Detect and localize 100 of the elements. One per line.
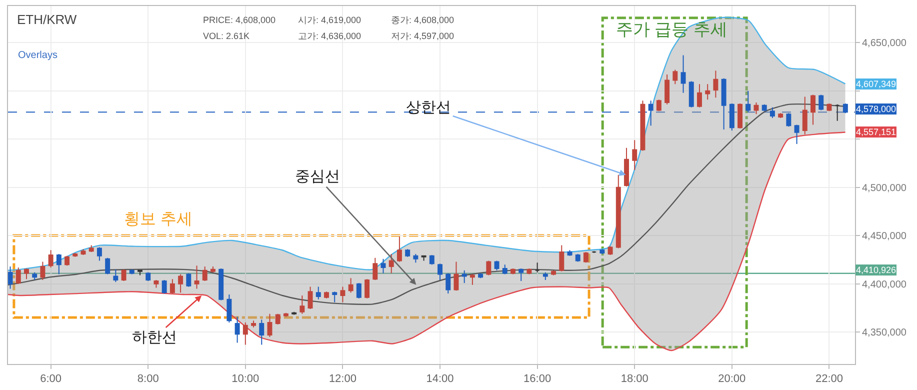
candlestick: [640, 100, 646, 152]
candlestick: [413, 253, 418, 264]
ref-line-label: 4,578,000: [856, 104, 896, 114]
y-tick-label: 4,400,000: [862, 279, 907, 290]
candlestick: [170, 278, 175, 294]
y-tick-label: 4,500,000: [862, 182, 907, 194]
candlestick: [502, 264, 508, 275]
candlestick: [24, 268, 29, 280]
candlestick: [624, 147, 629, 187]
candlestick: [356, 282, 362, 299]
candlestick: [121, 268, 126, 282]
x-tick-label: 18:00: [620, 373, 648, 386]
y-tick-label: 4,350,000: [862, 328, 907, 339]
annotation: 고가: 4,636,000: [298, 31, 362, 41]
candlestick: [470, 274, 475, 286]
candlestick: [575, 253, 580, 262]
candlestick: [8, 266, 13, 290]
candlestick: [16, 267, 21, 284]
candlestick: [632, 140, 638, 171]
candlestick: [202, 266, 208, 282]
candlestick: [802, 96, 808, 135]
candlestick: [275, 313, 280, 325]
candlestick: [429, 254, 434, 266]
candlestick: [688, 80, 694, 108]
y-tick-label: 4,650,000: [862, 38, 907, 50]
annotation: VOL: 2.61K: [203, 31, 250, 41]
annotation: 4,557,151: [856, 127, 896, 137]
candlestick: [80, 248, 86, 256]
text: ETH/KRW: [17, 12, 78, 27]
candlestick: [754, 102, 759, 115]
candlestick: [616, 174, 621, 249]
x-tick-label: 8:00: [137, 373, 159, 386]
candlestick: [713, 70, 718, 98]
candlestick: [372, 257, 378, 281]
candlestick: [454, 261, 459, 292]
annotation: 횡보 추세: [124, 211, 192, 228]
candlestick: [834, 104, 840, 122]
candlestick: [186, 272, 192, 288]
candlestick: [534, 262, 540, 273]
ref-line-label: 4,410,926: [856, 265, 896, 275]
candlestick: [672, 69, 678, 85]
candlestick: [348, 278, 354, 294]
candlestick: [826, 102, 832, 112]
candlestick: [664, 74, 670, 105]
x-tick-label: 16:00: [524, 373, 552, 386]
y-tick-label: 4,450,000: [862, 231, 907, 242]
candlestick: [218, 268, 224, 301]
x-tick-label: 14:00: [426, 373, 454, 386]
candlestick: [292, 311, 297, 316]
line-series: [8, 16, 846, 271]
candlestick: [405, 248, 410, 258]
candlestick: [396, 236, 402, 262]
candlestick: [234, 316, 240, 344]
candlestick: [267, 313, 272, 338]
candlestick: [178, 274, 184, 294]
candlestick: [794, 124, 800, 144]
candlestick: [705, 84, 710, 100]
candlestick: [680, 54, 686, 94]
candlestick: [210, 266, 216, 273]
candlestick: [696, 84, 702, 108]
candlestick: [462, 270, 467, 284]
candlestick: [283, 312, 288, 318]
x-tick-label: 22:00: [815, 373, 843, 386]
candlestick: [486, 260, 492, 276]
annotation: 주가 급등 추세: [616, 20, 728, 39]
candlestick: [721, 78, 726, 130]
candlestick: [567, 250, 572, 256]
candlestick: [242, 322, 248, 346]
candlestick: [259, 319, 264, 346]
candlestick: [324, 291, 329, 299]
x-tick-label: 20:00: [718, 373, 746, 386]
candlestick: [592, 250, 597, 254]
annotation: 저가: 4,597,000: [391, 31, 454, 41]
candlestick: [162, 280, 167, 294]
candlestick: [542, 272, 548, 281]
candlestick: [72, 252, 78, 258]
annotation: 중심선: [295, 168, 340, 185]
candlestick: [332, 291, 338, 303]
candlestick: [300, 294, 305, 314]
candlestick: [583, 252, 588, 264]
candlestick: [421, 255, 426, 262]
candlestick: [388, 253, 394, 274]
candlestick: [96, 246, 102, 262]
annotation: Overlays: [18, 50, 58, 61]
candlestick: [510, 268, 516, 275]
candlestick: [608, 246, 613, 256]
candlestick: [138, 270, 142, 276]
annotation: 상한선: [406, 99, 451, 116]
annotation: PRICE: 4,608,000: [203, 15, 276, 25]
candlestick: [251, 320, 256, 328]
candlestick: [600, 248, 605, 254]
candlestick: [32, 272, 38, 281]
candlestick: [380, 258, 386, 274]
candlestick: [778, 112, 784, 118]
line-series: [8, 132, 846, 352]
candlestick: [316, 286, 321, 300]
candlestick: [113, 268, 118, 282]
candlestick: [526, 268, 532, 275]
candlestick: [105, 257, 110, 275]
candlestick: [308, 286, 313, 310]
